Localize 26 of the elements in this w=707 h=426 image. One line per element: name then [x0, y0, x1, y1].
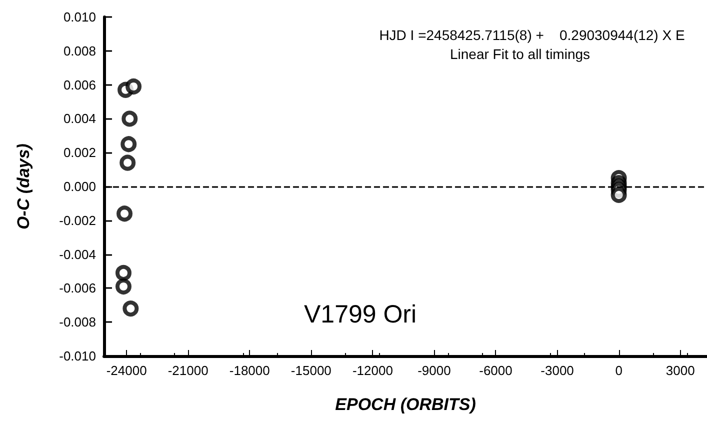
annotation: Linear Fit to all timings	[450, 46, 590, 62]
x-tick-label: -6000	[479, 363, 512, 378]
y-tick-label: -0.002	[59, 212, 96, 228]
annotation: V1799 Ori	[304, 300, 417, 328]
y-tick-label: -0.010	[59, 348, 96, 364]
x-tick-label: 3000	[666, 363, 695, 378]
y-tick-label: 0.006	[63, 77, 96, 92]
x-tick-label: -12000	[352, 363, 393, 378]
y-tick-label: 0.002	[63, 145, 96, 160]
x-tick-label: -15000	[290, 363, 332, 378]
x-axis-title: EPOCH (ORBITS)	[335, 395, 476, 414]
y-axis-title: O-C (days)	[14, 143, 33, 230]
y-tick-label: 0.004	[63, 111, 96, 126]
y-tick-label: -0.004	[59, 246, 96, 262]
x-tick-label: -3000	[540, 363, 574, 378]
y-tick-label: 0.010	[63, 10, 96, 24]
y-tick-label: 0.008	[63, 43, 96, 58]
y-tick-label: -0.006	[59, 280, 96, 296]
y-tick-label: 0.000	[63, 179, 96, 194]
x-tick-label: -24000	[106, 363, 147, 378]
y-tick-label: -0.008	[59, 314, 96, 330]
x-tick-label: -18000	[229, 363, 270, 378]
x-tick-label: -21000	[168, 363, 208, 378]
annotation: HJD I =2458425.7115(8) + 0.29030944(12) X E	[379, 27, 685, 43]
x-tick-label: -9000	[418, 363, 451, 378]
x-tick-label: 0	[615, 363, 622, 378]
